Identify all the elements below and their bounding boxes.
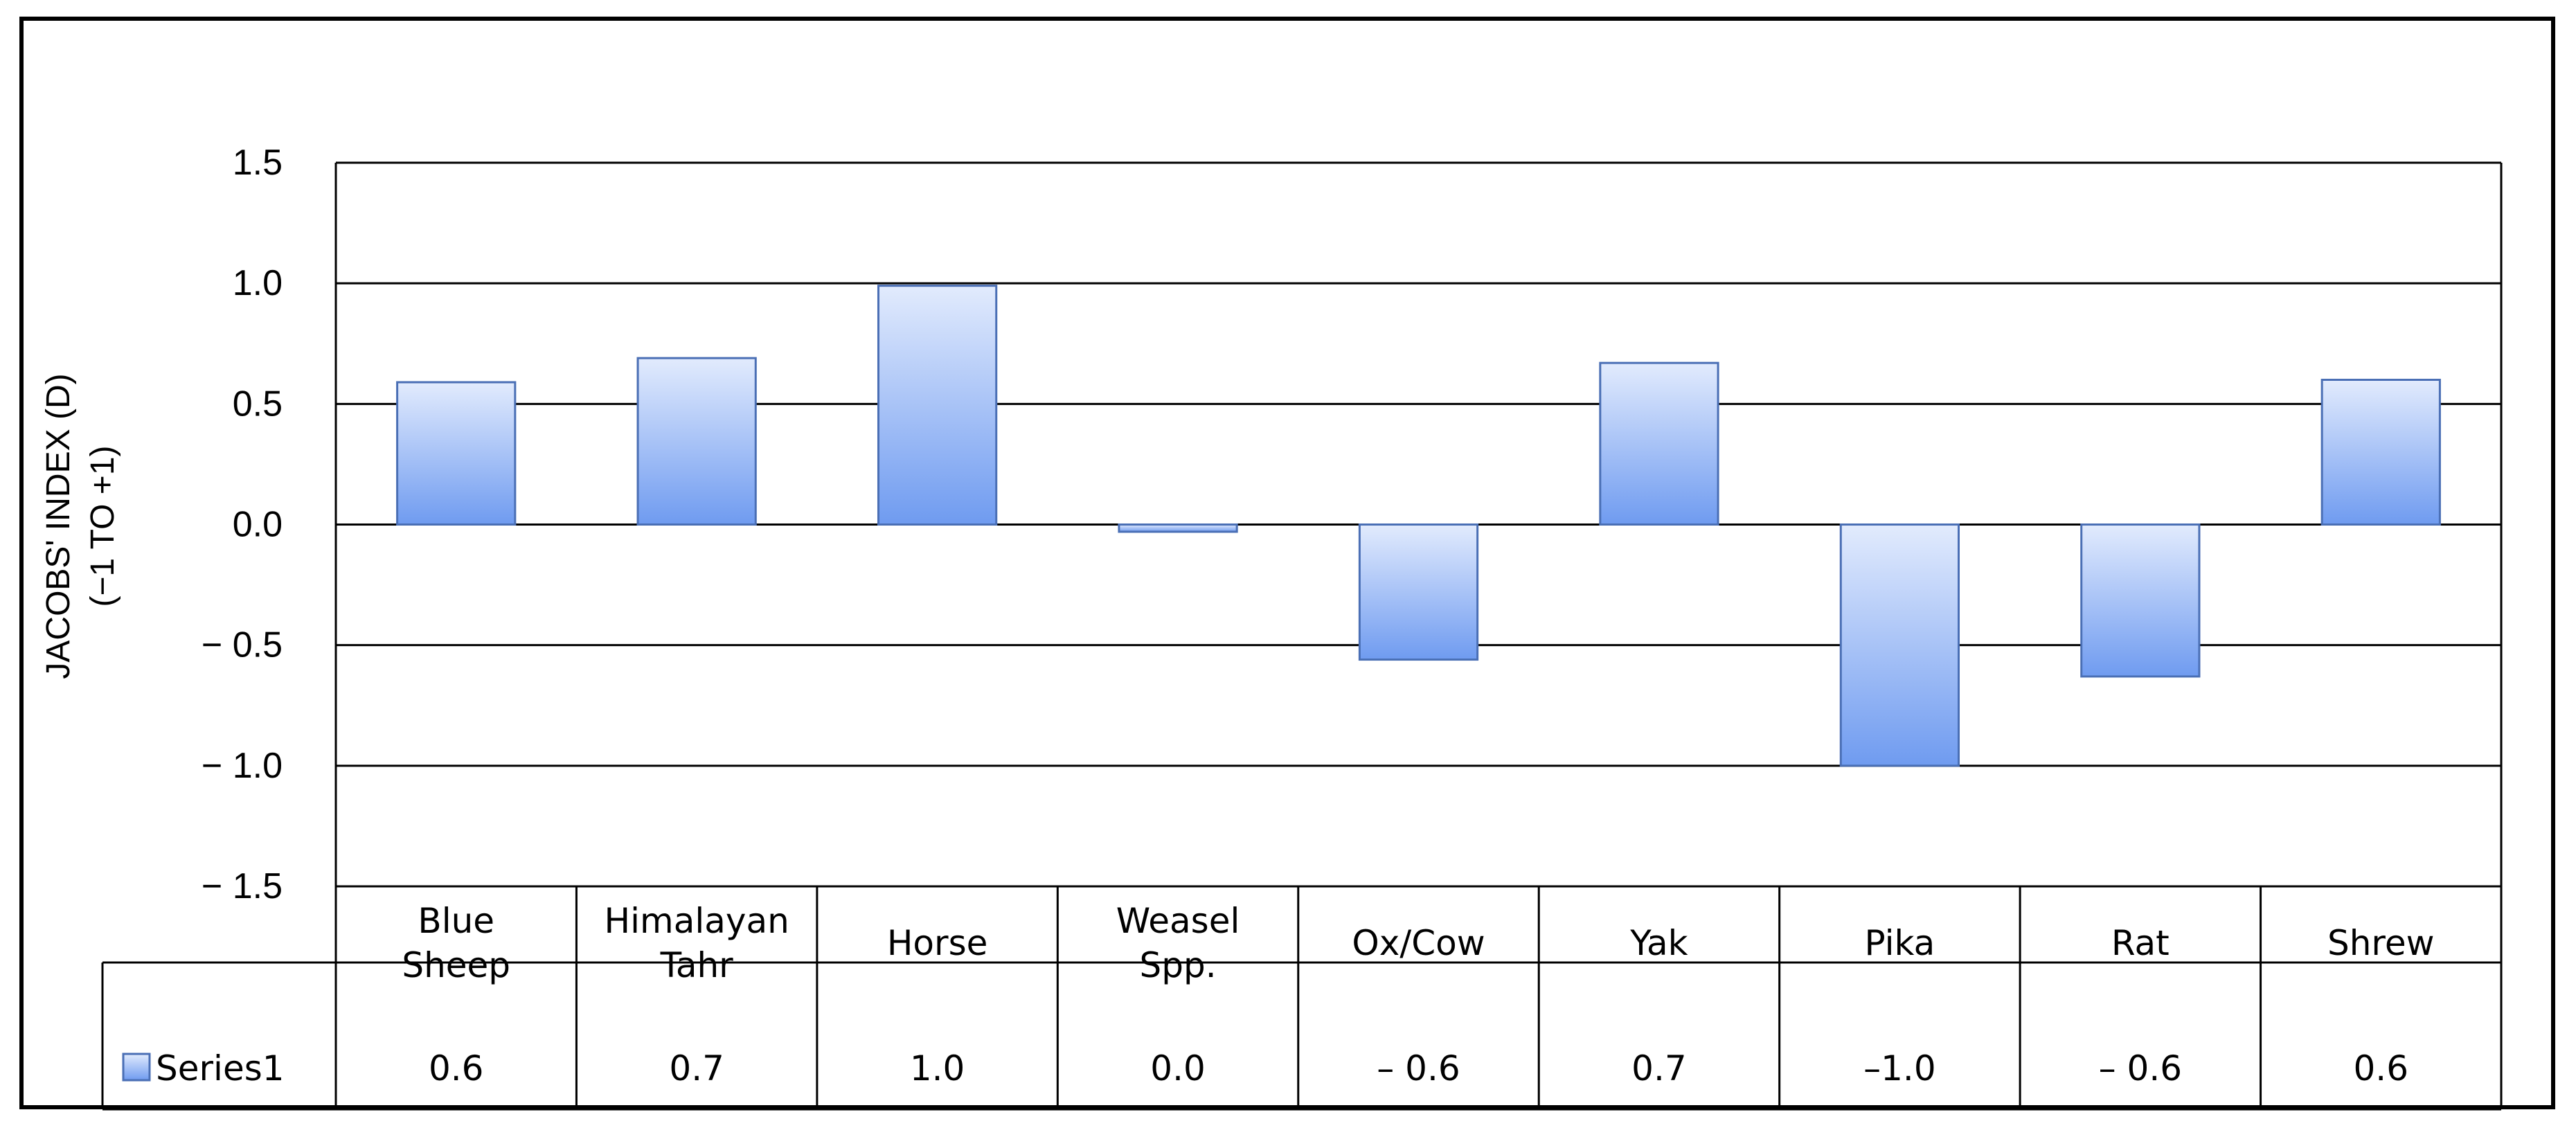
bar (1599, 361, 1719, 526)
data-table-value: 0.6 (2354, 1048, 2409, 1089)
y-tick-label: − 0.5 (202, 625, 283, 665)
y-tick-label: 0.0 (233, 505, 283, 545)
data-table-value: –1.0 (1863, 1048, 1936, 1089)
y-tick-labels: 1.5 1.0 0.5 0.0 − 0.5 − 1.0 − 1.5 (202, 143, 283, 906)
bar (396, 381, 517, 526)
data-table-value: 0.7 (1631, 1048, 1687, 1089)
data-table-value: 0.7 (669, 1048, 724, 1089)
y-tick-label: 1.5 (233, 143, 283, 183)
data-table-value: – 0.6 (1377, 1048, 1460, 1089)
category-label: Pika (1865, 923, 1935, 963)
y-tick-label: 1.0 (233, 263, 283, 303)
data-table-value: 1.0 (910, 1048, 965, 1089)
legend-label: Series1 (156, 1048, 285, 1089)
bars (396, 285, 2441, 767)
category-label: Tahr (660, 945, 734, 985)
y-axis-title: JACOBS' INDEX (D) (−1 TO +1) (40, 373, 121, 679)
category-label: Sheep (402, 945, 510, 985)
category-label: Weasel (1116, 901, 1240, 941)
category-label: Shrew (2327, 923, 2435, 963)
bar (2080, 523, 2201, 678)
category-label: Himalayan (605, 901, 789, 941)
legend-swatch (122, 1053, 151, 1082)
category-label: Rat (2111, 923, 2170, 963)
category-label: Horse (887, 923, 988, 963)
bar (1118, 523, 1238, 533)
bar (1839, 523, 1960, 767)
bar (877, 285, 998, 526)
data-table-value: 0.0 (1150, 1048, 1206, 1089)
y-tick-label: − 1.5 (202, 866, 283, 906)
y-tick-label: 0.5 (233, 384, 283, 424)
y-axis-title-line: JACOBS' INDEX (D) (40, 373, 77, 679)
data-table-value: 0.6 (429, 1048, 484, 1089)
category-label: Blue (418, 901, 494, 941)
bar (2320, 379, 2441, 526)
bar (1358, 523, 1479, 661)
y-tick-label: − 1.0 (202, 746, 283, 786)
data-table-value: – 0.6 (2099, 1048, 2182, 1089)
category-label: Yak (1629, 923, 1688, 963)
legend-key: Series1 (122, 1048, 285, 1089)
category-label: Spp. (1140, 945, 1217, 985)
y-axis-title-line: (−1 TO +1) (84, 445, 121, 607)
bar (636, 357, 757, 526)
category-label: Ox/Cow (1352, 923, 1485, 963)
